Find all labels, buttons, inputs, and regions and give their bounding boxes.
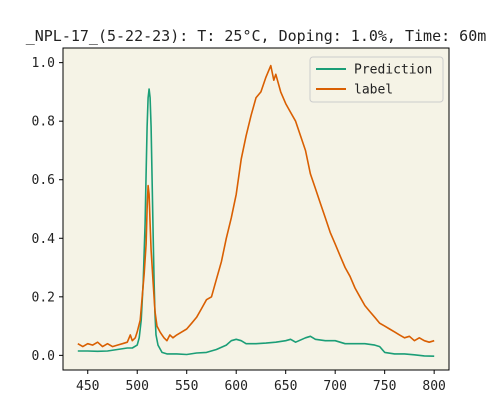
x-tick-label: 700 xyxy=(323,379,346,394)
x-tick-label: 800 xyxy=(422,379,445,394)
legend: Prediction label xyxy=(309,56,444,103)
x-axis: 450 500 550 600 650 700 750 800 xyxy=(76,370,446,394)
y-tick-label: 0.0 xyxy=(32,349,55,364)
y-tick-label: 0.2 xyxy=(32,290,55,305)
series-line-label xyxy=(77,64,435,348)
legend-label-prediction: Prediction xyxy=(354,63,432,78)
legend-label-label: label xyxy=(354,83,393,98)
x-tick-label: 450 xyxy=(76,379,99,394)
y-tick-label: 0.4 xyxy=(32,232,56,247)
x-tick-label: 600 xyxy=(224,379,247,394)
y-tick-label: 0.6 xyxy=(32,173,55,188)
y-tick-label: 1.0 xyxy=(32,56,55,71)
y-axis: 0.0 0.2 0.4 0.6 0.8 1.0 xyxy=(32,56,63,364)
chart-title: _NPL-17_(5-22-23): T: 25°C, Doping: 1.0%… xyxy=(26,27,487,45)
x-tick-label: 550 xyxy=(175,379,198,394)
series-layer xyxy=(77,64,435,357)
plot-frame xyxy=(62,47,450,371)
x-tick-label: 650 xyxy=(274,379,297,394)
x-tick-label: 750 xyxy=(373,379,396,394)
y-tick-label: 0.8 xyxy=(32,115,55,130)
x-tick-label: 500 xyxy=(125,379,148,394)
